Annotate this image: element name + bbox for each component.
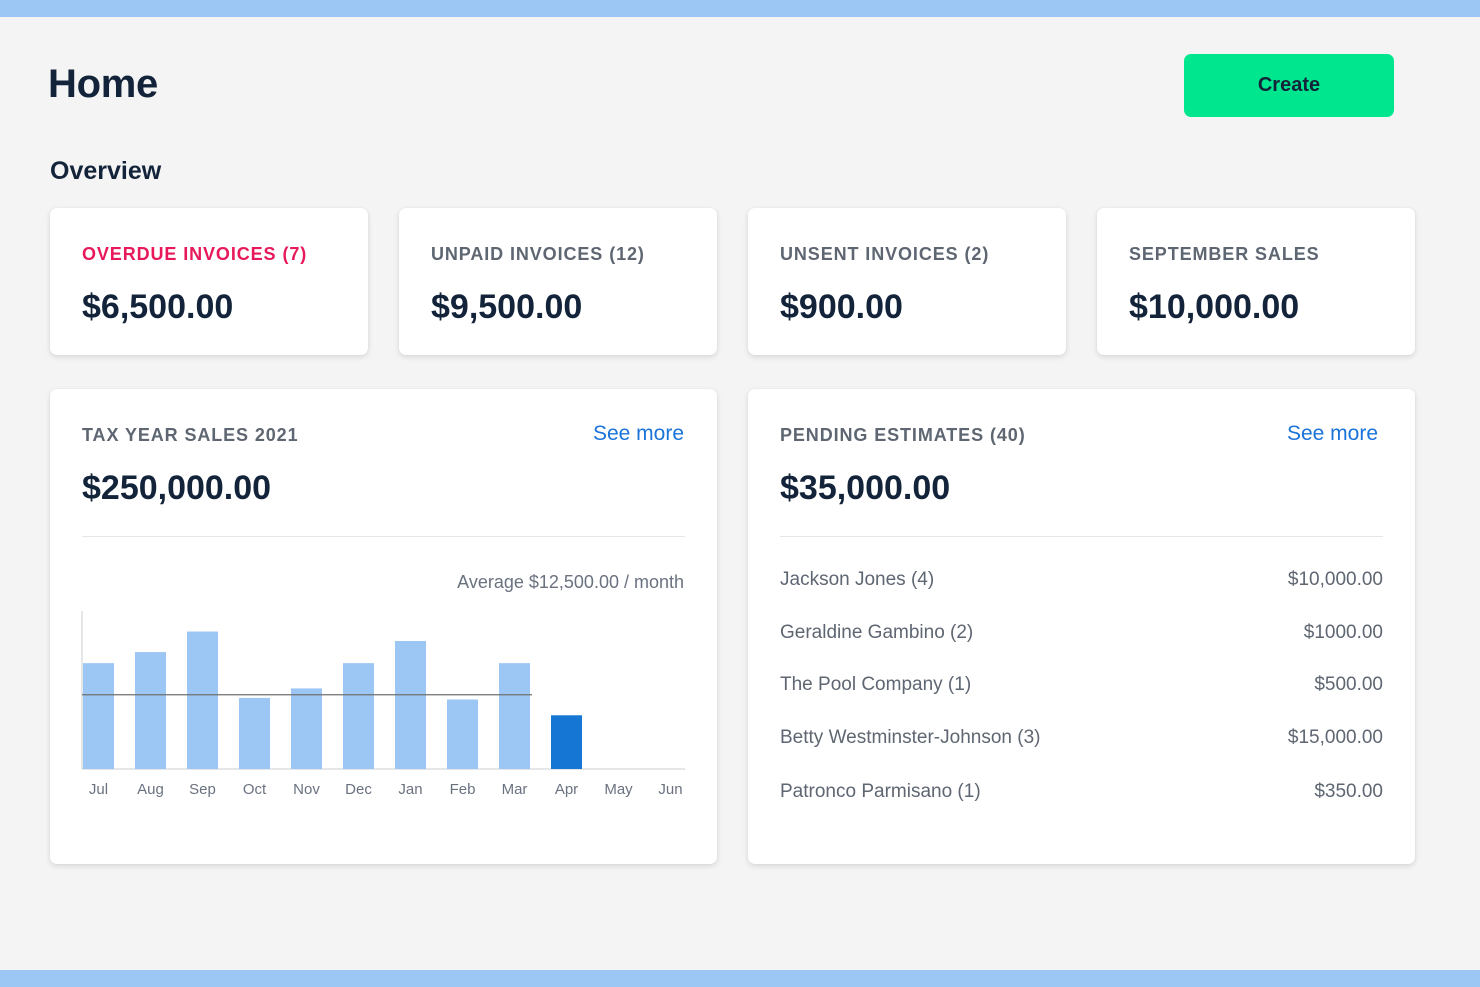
estimate-amount: $10,000.00 <box>1287 569 1383 590</box>
estimate-client: Betty Westminster-Johnson (3) <box>780 727 1041 748</box>
chart-bar-mar <box>499 663 530 769</box>
chart-x-tick-nov: Nov <box>293 781 320 798</box>
tax-year-sales-chart: Jul Aug Sep Oct Nov Dec Jan Feb Mar Apr May Jun <box>81 611 685 798</box>
card-label-text: UNPAID INVOICES <box>431 244 604 264</box>
card-label-text: SEPTEMBER SALES <box>1129 244 1320 264</box>
pending-estimates-card: PENDING ESTIMATES (40) See more $35,000.0… <box>748 389 1415 864</box>
average-note: Average $12,500.00 / month <box>457 572 684 592</box>
tax-year-sales-card: TAX YEAR SALES 2021 See more $250,000.00… <box>50 389 717 864</box>
chart-x-tick-jul: Jul <box>89 781 108 798</box>
chart-x-tick-feb: Feb <box>450 781 476 798</box>
chart-x-tick-may: May <box>604 781 633 798</box>
divider <box>780 536 1383 537</box>
september-sales-card[interactable]: SEPTEMBER SALES $10,000.00 <box>1097 208 1415 355</box>
card-label-text: UNSENT INVOICES <box>780 244 959 264</box>
estimate-amount: $350.00 <box>1314 781 1383 802</box>
tax-year-sales-label: TAX YEAR SALES 2021 <box>82 425 299 445</box>
chart-x-tick-dec: Dec <box>345 781 372 798</box>
overdue-invoices-card[interactable]: OVERDUE INVOICES (7) $6,500.00 <box>50 208 368 355</box>
unpaid-invoices-value: $9,500.00 <box>431 288 583 326</box>
estimate-row[interactable]: Jackson Jones (4) $10,000.00 <box>780 569 1383 593</box>
card-label-text: OVERDUE INVOICES <box>82 244 277 264</box>
tax-year-sales-value: $250,000.00 <box>82 469 272 507</box>
estimate-row[interactable]: The Pool Company (1) $500.00 <box>780 674 1383 698</box>
estimate-amount: $15,000.00 <box>1287 727 1383 748</box>
chart-bar-feb <box>447 699 478 769</box>
tax-year-see-more-link[interactable]: See more <box>592 422 684 445</box>
create-button[interactable]: Create <box>1184 54 1394 117</box>
estimate-amount: $500.00 <box>1314 674 1383 695</box>
chart-x-tick-jan: Jan <box>398 781 422 798</box>
estimate-row[interactable]: Geraldine Gambino (2) $1000.00 <box>780 622 1383 646</box>
estimate-client: Geraldine Gambino (2) <box>780 622 974 643</box>
chart-x-tick-aug: Aug <box>137 781 164 798</box>
bottom-band <box>0 970 1480 987</box>
unpaid-invoices-card[interactable]: UNPAID INVOICES (12) $9,500.00 <box>399 208 717 355</box>
top-band <box>0 0 1480 17</box>
unpaid-invoices-label: UNPAID INVOICES (12) <box>431 244 645 265</box>
chart-x-tick-oct: Oct <box>243 781 267 798</box>
card-count: (7) <box>282 244 308 264</box>
pending-see-more-link[interactable]: See more <box>1286 422 1378 445</box>
estimate-row[interactable]: Patronco Parmisano (1) $350.00 <box>780 781 1383 805</box>
chart-bar-jul <box>83 663 114 769</box>
pending-count: (40) <box>989 425 1026 445</box>
chart-x-tick-apr: Apr <box>555 781 578 798</box>
chart-x-tick-mar: Mar <box>502 781 528 798</box>
page-title: Home <box>48 62 158 106</box>
chart-x-tick-sep: Sep <box>189 781 216 798</box>
chart-bar-apr <box>551 715 582 769</box>
chart-x-tick-jun: Jun <box>658 781 682 798</box>
unsent-invoices-card[interactable]: UNSENT INVOICES (2) $900.00 <box>748 208 1066 355</box>
chart-bar-sep <box>187 631 218 769</box>
overview-title: Overview <box>50 157 162 185</box>
unsent-invoices-value: $900.00 <box>780 288 903 326</box>
pending-label-text: PENDING ESTIMATES <box>780 425 984 445</box>
estimate-client: The Pool Company (1) <box>780 674 972 695</box>
september-sales-value: $10,000.00 <box>1129 288 1300 326</box>
overdue-invoices-value: $6,500.00 <box>82 288 234 326</box>
chart-bar-oct <box>239 697 270 769</box>
estimate-client: Jackson Jones (4) <box>780 569 935 590</box>
estimate-row[interactable]: Betty Westminster-Johnson (3) $15,000.00 <box>780 727 1383 751</box>
divider <box>82 536 685 537</box>
pending-estimates-label: PENDING ESTIMATES (40) <box>780 425 1026 446</box>
chart-bar-nov <box>291 688 322 769</box>
chart-bar-aug <box>135 652 166 769</box>
card-count: (2) <box>964 244 990 264</box>
estimate-client: Patronco Parmisano (1) <box>780 781 981 802</box>
chart-bar-jan <box>395 641 426 769</box>
unsent-invoices-label: UNSENT INVOICES (2) <box>780 244 989 265</box>
card-count: (12) <box>609 244 645 264</box>
overdue-invoices-label: OVERDUE INVOICES (7) <box>82 244 307 265</box>
september-sales-label: SEPTEMBER SALES <box>1129 244 1320 265</box>
estimate-amount: $1000.00 <box>1303 622 1383 643</box>
chart-bar-dec <box>343 663 374 769</box>
pending-estimates-value: $35,000.00 <box>780 469 951 507</box>
